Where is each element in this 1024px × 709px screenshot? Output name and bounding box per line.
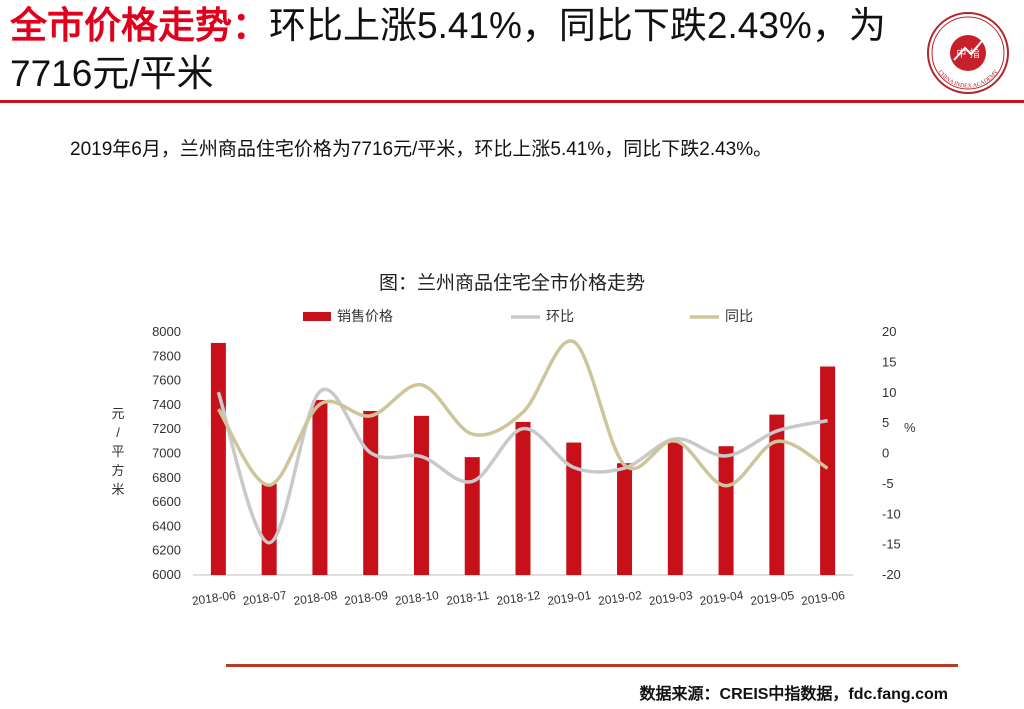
y-tick-label: 6000 — [152, 567, 181, 582]
bar-price — [363, 410, 379, 575]
x-tick-label: 2018-06 — [191, 588, 237, 608]
x-tick-label: 2018-07 — [242, 588, 288, 608]
x-tick-label: 2018-09 — [343, 588, 389, 608]
y-tick-label: 7800 — [152, 348, 181, 363]
bar-price — [312, 400, 328, 575]
bar-price — [515, 421, 531, 575]
x-tick-label: 2019-04 — [699, 588, 745, 608]
y2-tick-label: -15 — [882, 537, 901, 552]
chart-title: 图：兰州商品住宅全市价格走势 — [378, 273, 645, 294]
legend-label-price: 销售价格 — [337, 308, 393, 324]
seal-center-text: 中 指 — [956, 47, 979, 60]
x-tick-label: 2019-05 — [750, 588, 796, 608]
y-axis-title-char: / — [116, 425, 120, 440]
x-tick-label: 2018-08 — [293, 588, 339, 608]
summary-text: 2019年6月，兰州商品住宅价格为7716元/平米，环比上涨5.41%，同比下跌… — [70, 139, 773, 160]
bar-price — [413, 415, 429, 575]
bar-price — [667, 442, 683, 575]
x-tick-label: 2019-01 — [546, 588, 592, 608]
y-tick-label: 8000 — [152, 324, 181, 339]
bar-price — [566, 442, 582, 575]
x-tick-label: 2018-11 — [445, 588, 490, 608]
y-axis-title-char: 元 — [111, 406, 124, 421]
bar-price — [617, 463, 633, 575]
y-tick-label: 7200 — [152, 421, 181, 436]
headline-black: 环比上涨5.41%，同比下跌2.43%，为7716元/平米 — [10, 5, 886, 94]
y-axis-title-char: 米 — [111, 482, 124, 497]
y-tick-label: 7400 — [152, 397, 181, 412]
data-source: 数据来源：CREIS中指数据，fdc.fang.com — [639, 686, 948, 703]
bar-price — [820, 366, 836, 575]
headline: 全市价格走势：环比上涨5.41%，同比下跌2.43%，为7716元/平米 — [10, 2, 910, 98]
y-tick-label: 7600 — [152, 373, 181, 388]
y-axis-title-char: 平 — [111, 444, 124, 459]
y2-axis-title: % — [904, 420, 916, 435]
bar-price — [718, 446, 734, 575]
y2-tick-label: 20 — [882, 324, 896, 339]
legend-label-yoy: 同比 — [725, 308, 753, 324]
y-tick-label: 7000 — [152, 446, 181, 461]
y2-tick-label: 10 — [882, 385, 896, 400]
x-tick-label: 2019-06 — [800, 588, 846, 608]
y-axis-title-char: 方 — [111, 463, 124, 478]
x-tick-label: 2018-12 — [496, 588, 542, 608]
y2-tick-label: -10 — [882, 506, 901, 521]
x-tick-label: 2019-02 — [597, 588, 643, 608]
y2-tick-label: 0 — [882, 446, 889, 461]
price-trend-chart: 6000 6200 6400 6600 6800 7000 7200 7400 7600 7800… — [111, 308, 916, 608]
bar-price — [464, 457, 480, 575]
y2-tick-label: -5 — [882, 476, 894, 491]
bar-price — [261, 483, 277, 575]
y2-tick-label: -20 — [882, 567, 901, 582]
line-yoy — [216, 339, 829, 488]
y2-tick-label: 15 — [882, 354, 896, 369]
x-tick-label: 2019-03 — [648, 588, 694, 608]
footer-rule — [226, 664, 958, 667]
bar-price — [210, 342, 226, 575]
headline-red: 全市价格走势： — [10, 5, 269, 46]
y-tick-label: 6800 — [152, 470, 181, 485]
y-tick-label: 6400 — [152, 518, 181, 533]
header-rule — [0, 100, 1024, 103]
y-tick-label: 6200 — [152, 543, 181, 558]
legend-label-mom: 环比 — [546, 308, 574, 324]
line-mom — [216, 387, 828, 545]
bar-price — [769, 414, 785, 575]
y2-tick-label: 5 — [882, 415, 889, 430]
china-index-academy-seal-logo: 中 指 CHINA INDEX ACADEMY — [927, 12, 1009, 94]
x-tick-label: 2018-10 — [394, 588, 440, 608]
legend-swatch-price — [303, 312, 331, 321]
y-tick-label: 6600 — [152, 494, 181, 509]
